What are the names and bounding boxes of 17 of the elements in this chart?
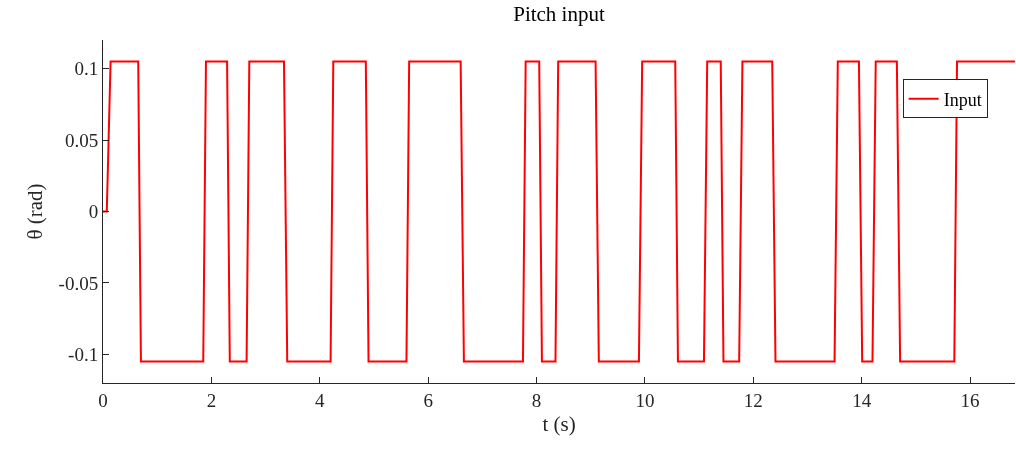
x-tick-label: 10	[635, 389, 655, 411]
x-axis-title: t (s)	[542, 412, 576, 436]
x-tick-label: 14	[852, 389, 872, 411]
x-tick-label: 8	[531, 389, 542, 411]
x-tick-label: 12	[743, 389, 763, 411]
y-tick-label: 0.1	[74, 58, 99, 80]
x-tick-label: 16	[960, 389, 980, 411]
y-tick-label: -0.05	[58, 272, 99, 294]
y-tick-label: 0.05	[64, 129, 99, 151]
chart-title: Pitch input	[513, 2, 605, 27]
x-tick-label: 4	[315, 389, 326, 411]
y-tick-label: -0.1	[68, 344, 99, 366]
x-tick-label: 2	[206, 389, 217, 411]
y-axis-title: θ (rad)	[22, 183, 47, 240]
y-tick-label: 0	[88, 201, 99, 223]
x-tick-label: 6	[423, 389, 433, 411]
legend-label: Input	[943, 89, 982, 110]
